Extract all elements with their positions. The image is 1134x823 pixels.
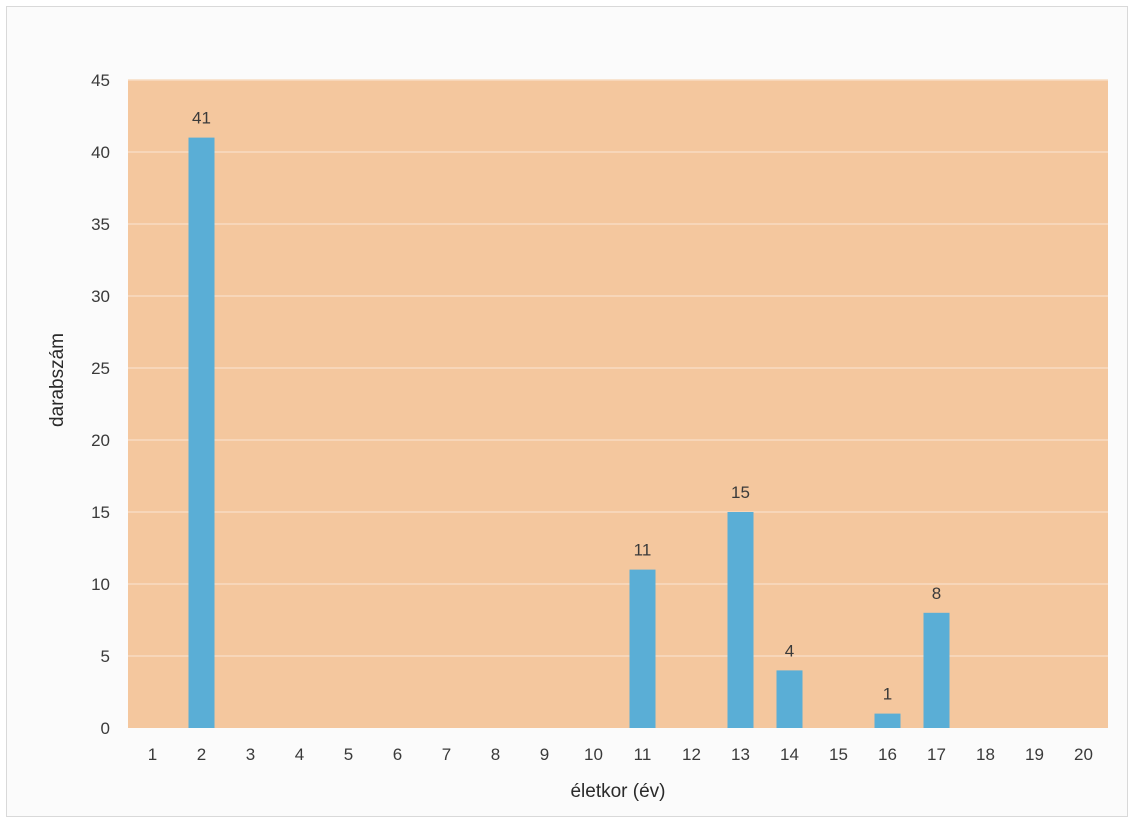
y-tick-label: 10 <box>91 575 110 594</box>
plot-area <box>128 80 1108 728</box>
bar-16 <box>874 713 901 728</box>
x-tick-label: 14 <box>780 745 799 764</box>
x-axis-title: életkor (év) <box>570 781 665 802</box>
x-tick-label: 7 <box>442 745 451 764</box>
x-tick-label: 19 <box>1025 745 1044 764</box>
x-tick-label: 12 <box>682 745 701 764</box>
x-axis-ticks: 1 2 3 4 5 6 7 8 9 10 11 12 13 14 15 16 17 18 19 20 <box>148 745 1093 764</box>
y-tick-label: 20 <box>91 431 110 450</box>
x-tick-label: 11 <box>634 745 652 764</box>
bar-14 <box>776 670 803 728</box>
bar-11 <box>629 569 656 728</box>
data-label-2: 41 <box>192 109 211 128</box>
x-tick-label: 4 <box>295 745 304 764</box>
y-tick-label: 40 <box>91 143 110 162</box>
x-tick-label: 2 <box>197 745 206 764</box>
bar-17 <box>923 612 950 728</box>
data-label-14: 4 <box>785 641 794 660</box>
x-tick-label: 5 <box>344 745 353 764</box>
x-tick-label: 10 <box>584 745 603 764</box>
bars <box>188 137 950 729</box>
y-axis-title: darabszám <box>47 333 68 427</box>
x-tick-label: 20 <box>1074 745 1093 764</box>
x-tick-label: 17 <box>927 745 946 764</box>
y-tick-label: 0 <box>101 719 110 738</box>
y-tick-label: 15 <box>91 503 110 522</box>
data-label-13: 15 <box>731 483 750 502</box>
data-label-16: 1 <box>883 685 892 704</box>
y-tick-label: 35 <box>91 215 110 234</box>
x-tick-label: 13 <box>731 745 750 764</box>
bar-2 <box>188 137 215 729</box>
x-tick-label: 3 <box>246 745 255 764</box>
data-label-17: 8 <box>932 584 941 603</box>
bar-13 <box>727 512 754 728</box>
y-tick-label: 25 <box>91 359 110 378</box>
x-tick-label: 18 <box>976 745 995 764</box>
x-tick-label: 1 <box>148 745 157 764</box>
data-label-11: 11 <box>634 541 652 560</box>
y-tick-label: 30 <box>91 287 110 306</box>
x-tick-label: 9 <box>540 745 549 764</box>
y-tick-label: 5 <box>101 647 110 666</box>
x-tick-label: 8 <box>491 745 500 764</box>
x-tick-label: 6 <box>393 745 402 764</box>
x-tick-label: 15 <box>829 745 848 764</box>
y-axis-ticks: 0 5 10 15 20 25 30 35 40 45 <box>91 71 110 738</box>
x-tick-label: 16 <box>878 745 897 764</box>
y-tick-label: 45 <box>91 71 110 90</box>
